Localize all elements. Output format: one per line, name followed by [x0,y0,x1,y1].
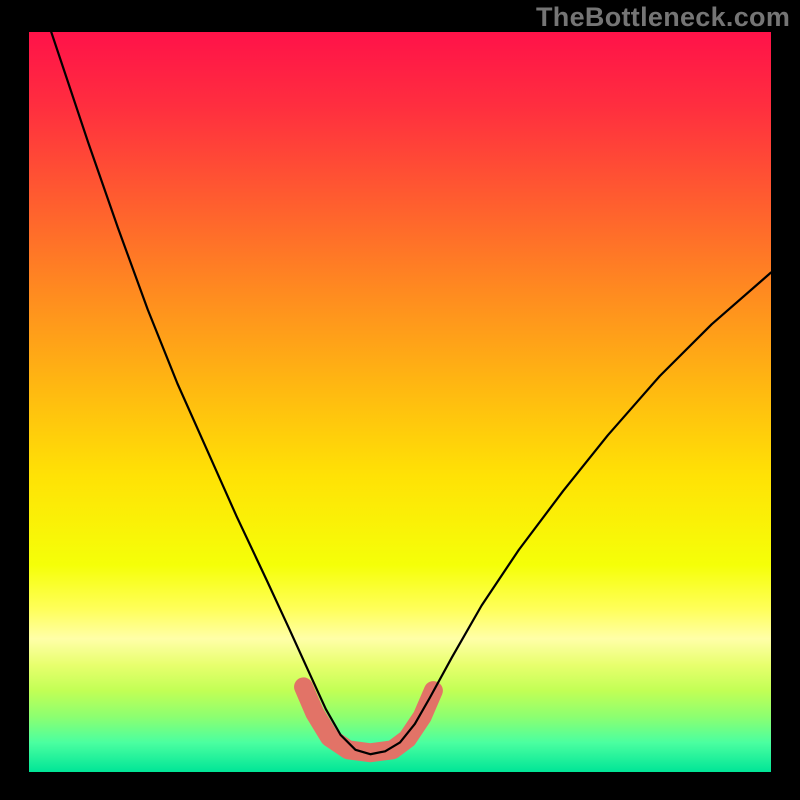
figure-canvas: TheBottleneck.com [0,0,800,800]
plot-background [29,32,771,772]
plot-area [29,32,771,772]
watermark-text: TheBottleneck.com [536,2,790,33]
plot-svg [29,32,771,772]
